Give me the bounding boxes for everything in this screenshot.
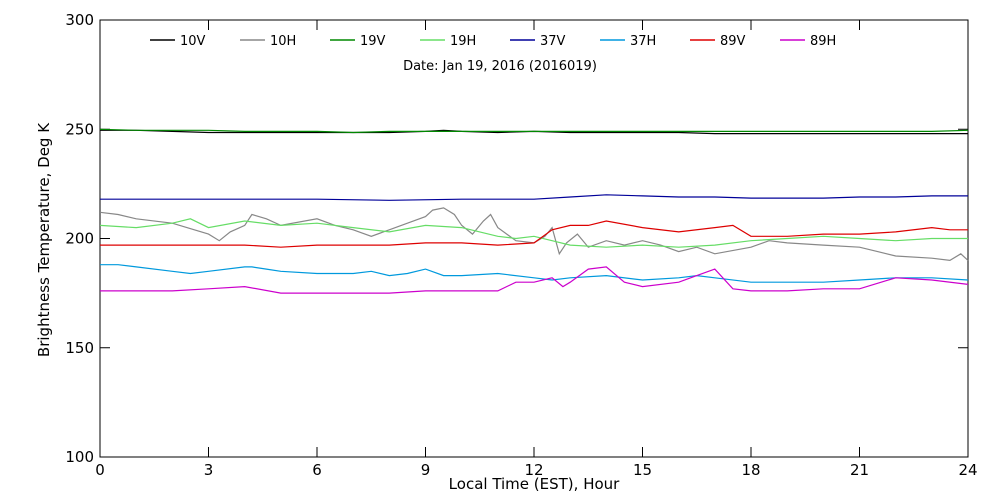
y-axis-title: Brightness Temperature, Deg K xyxy=(35,122,53,357)
x-tick-label: 18 xyxy=(741,461,760,479)
x-tick-label: 6 xyxy=(312,461,322,479)
legend: 10V 10H 19V 19H 37V 37H 89V 89H xyxy=(150,34,836,49)
series-line-19v xyxy=(99,128,969,134)
x-axis: 0 3 6 9 12 15 18 21 24 xyxy=(95,20,978,479)
legend-label-10h: 10H xyxy=(270,34,296,49)
legend-label-19v: 19V xyxy=(360,34,386,49)
date-subtitle: Date: Jan 19, 2016 (2016019) xyxy=(403,59,597,74)
legend-label-89v: 89V xyxy=(720,34,746,49)
x-tick-label: 9 xyxy=(421,461,431,479)
legend-label-37h: 37H xyxy=(630,34,656,49)
x-tick-label: 24 xyxy=(958,461,977,479)
x-tick-label: 12 xyxy=(524,461,543,479)
x-tick-label: 15 xyxy=(633,461,652,479)
legend-label-37v: 37V xyxy=(540,34,566,49)
legend-label-89h: 89H xyxy=(810,34,836,49)
y-tick-label: 300 xyxy=(65,11,94,29)
series-line-19h xyxy=(99,218,968,248)
legend-label-19h: 19H xyxy=(450,34,476,49)
series-line-89h xyxy=(100,266,969,294)
y-tick-label: 250 xyxy=(65,120,94,138)
y-tick-label: 100 xyxy=(65,448,94,466)
x-tick-label: 0 xyxy=(95,461,105,479)
x-tick-label: 3 xyxy=(204,461,214,479)
plot-frame xyxy=(99,19,969,458)
series-line-89v xyxy=(100,220,968,248)
y-tick-label: 200 xyxy=(65,230,94,248)
x-axis-title: Local Time (EST), Hour xyxy=(449,475,620,493)
series-line-37h xyxy=(100,264,969,283)
series-line-10h xyxy=(99,207,969,262)
x-tick-label: 21 xyxy=(850,461,869,479)
legend-label-10v: 10V xyxy=(180,34,206,49)
series-line-37v xyxy=(100,194,968,201)
series-lines xyxy=(99,128,969,294)
y-tick-label: 150 xyxy=(65,339,94,357)
y-axis: 100 150 200 250 300 xyxy=(65,11,968,466)
